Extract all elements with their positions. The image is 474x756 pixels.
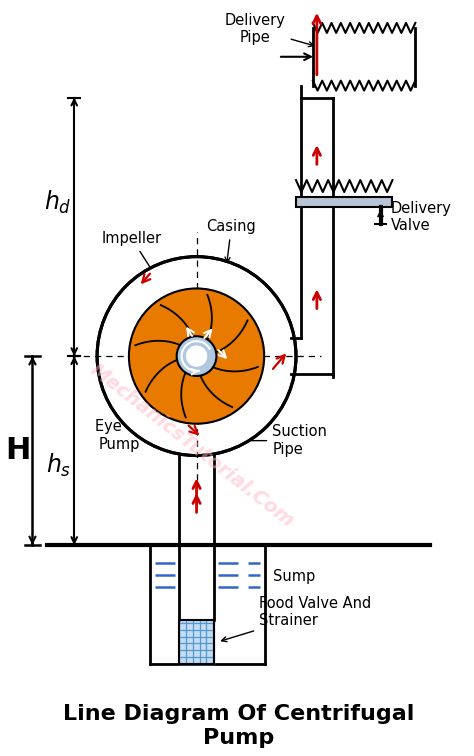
Circle shape (129, 289, 264, 423)
Bar (179, 620, 214, 665)
Text: Sump: Sump (273, 569, 315, 584)
Text: $h_d$: $h_d$ (44, 188, 71, 215)
Bar (179, 620, 214, 665)
Text: Suction
Pipe: Suction Pipe (222, 424, 327, 457)
Text: Eye Of
Pump: Eye Of Pump (95, 374, 188, 452)
Text: H: H (5, 436, 30, 465)
Text: MechanicsTutorial.Com: MechanicsTutorial.Com (86, 360, 297, 531)
Text: Delivery
Valve: Delivery Valve (391, 200, 451, 233)
Circle shape (187, 346, 207, 366)
Text: Food Valve And
Strainer: Food Valve And Strainer (221, 596, 372, 642)
Bar (296, 197, 392, 207)
Bar (296, 197, 392, 207)
Text: Line Diagram Of Centrifugal
Pump: Line Diagram Of Centrifugal Pump (63, 705, 414, 748)
Text: Casing: Casing (207, 219, 256, 262)
Text: Delivery
Pipe: Delivery Pipe (225, 13, 314, 47)
Circle shape (177, 336, 217, 376)
Text: $h_s$: $h_s$ (46, 452, 71, 479)
Text: Impeller: Impeller (102, 231, 164, 290)
Circle shape (98, 258, 295, 454)
